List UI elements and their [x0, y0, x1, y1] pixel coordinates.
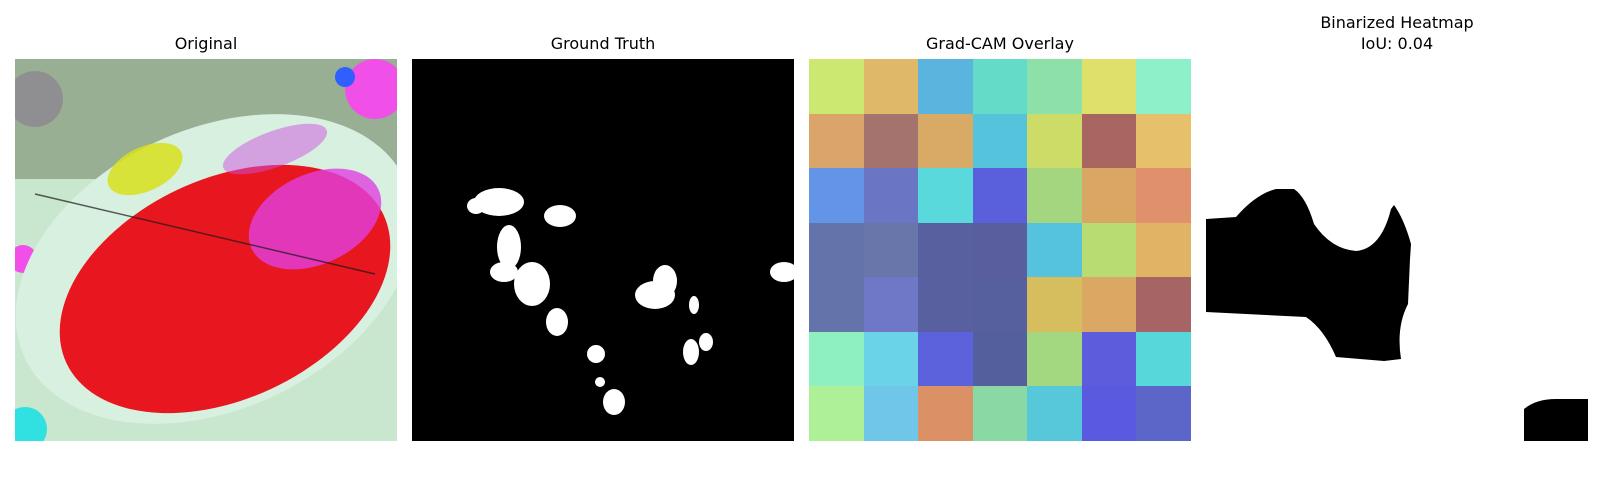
overlay-cell-3-6 — [1136, 222, 1191, 278]
overlay-cell-5-4 — [1027, 331, 1082, 387]
overlay-cell-3-0 — [809, 222, 864, 278]
binarized-mask — [1206, 59, 1588, 441]
overlay-cell-3-3 — [972, 222, 1028, 278]
overlay-cell-5-6 — [1136, 331, 1191, 387]
gradcam-overlay — [809, 59, 1191, 441]
overlay-cell-1-5 — [1081, 113, 1137, 169]
overlay-cell-6-1 — [863, 386, 919, 441]
overlay-cell-6-2 — [918, 386, 973, 441]
overlay-cell-4-5 — [1081, 277, 1137, 332]
overlay-cell-0-4 — [1027, 59, 1082, 114]
leaf-image — [15, 59, 397, 441]
overlay-cell-2-5 — [1081, 168, 1137, 223]
overlay-cell-5-5 — [1081, 331, 1137, 387]
overlay-cell-5-1 — [863, 331, 919, 387]
overlay-cell-1-0 — [809, 113, 864, 169]
overlay-cell-1-4 — [1027, 113, 1082, 169]
overlay-cell-6-0 — [809, 386, 864, 441]
binarized-heatmap — [1206, 59, 1588, 441]
overlay-cell-6-3 — [972, 386, 1028, 441]
overlay-cell-0-5 — [1081, 59, 1137, 114]
original-image — [15, 59, 397, 441]
overlay-cell-1-1 — [863, 113, 919, 169]
overlay-cell-0-3 — [972, 59, 1028, 114]
overlay-cell-2-4 — [1027, 168, 1082, 223]
overlay-cell-0-0 — [809, 59, 864, 114]
iou-label: IoU: 0.04 — [1360, 34, 1434, 53]
overlay-cell-2-0 — [809, 168, 864, 223]
ground-truth-title: Ground Truth — [550, 34, 656, 53]
overlay-cell-2-3 — [972, 168, 1028, 223]
overlay-cell-4-1 — [863, 277, 919, 332]
overlay-cell-0-1 — [863, 59, 919, 114]
overlay-cell-4-3 — [972, 277, 1028, 332]
overlay-cell-3-2 — [918, 222, 973, 278]
overlay-cell-0-6 — [1136, 59, 1191, 114]
mask-blobs — [412, 59, 794, 441]
overlay-cell-2-6 — [1136, 168, 1191, 223]
overlay-cell-1-6 — [1136, 113, 1191, 169]
overlay-cell-6-4 — [1027, 386, 1082, 441]
ground-truth-mask — [412, 59, 794, 441]
overlay-cell-6-5 — [1081, 386, 1137, 441]
overlay-cell-4-4 — [1027, 277, 1082, 332]
overlay-cell-3-4 — [1027, 222, 1082, 278]
overlay-cell-1-2 — [918, 113, 973, 169]
overlay-cell-4-6 — [1136, 277, 1191, 332]
overlay-cell-1-3 — [972, 113, 1028, 169]
overlay-cell-5-0 — [809, 331, 864, 387]
overlay-cell-6-6 — [1136, 386, 1191, 441]
overlay-grid — [809, 59, 1191, 441]
binarized-title: Binarized Heatmap — [1320, 13, 1474, 32]
overlay-cell-5-2 — [918, 331, 973, 387]
gradcam-title: Grad-CAM Overlay — [926, 34, 1074, 53]
overlay-cell-4-2 — [918, 277, 973, 332]
overlay-cell-2-1 — [863, 168, 919, 223]
overlay-cell-0-2 — [918, 59, 973, 114]
overlay-cell-4-0 — [809, 277, 864, 332]
overlay-cell-5-3 — [972, 331, 1028, 387]
overlay-cell-2-2 — [918, 168, 973, 223]
overlay-cell-3-1 — [863, 222, 919, 278]
overlay-cell-3-5 — [1081, 222, 1137, 278]
original-title: Original — [174, 34, 238, 53]
